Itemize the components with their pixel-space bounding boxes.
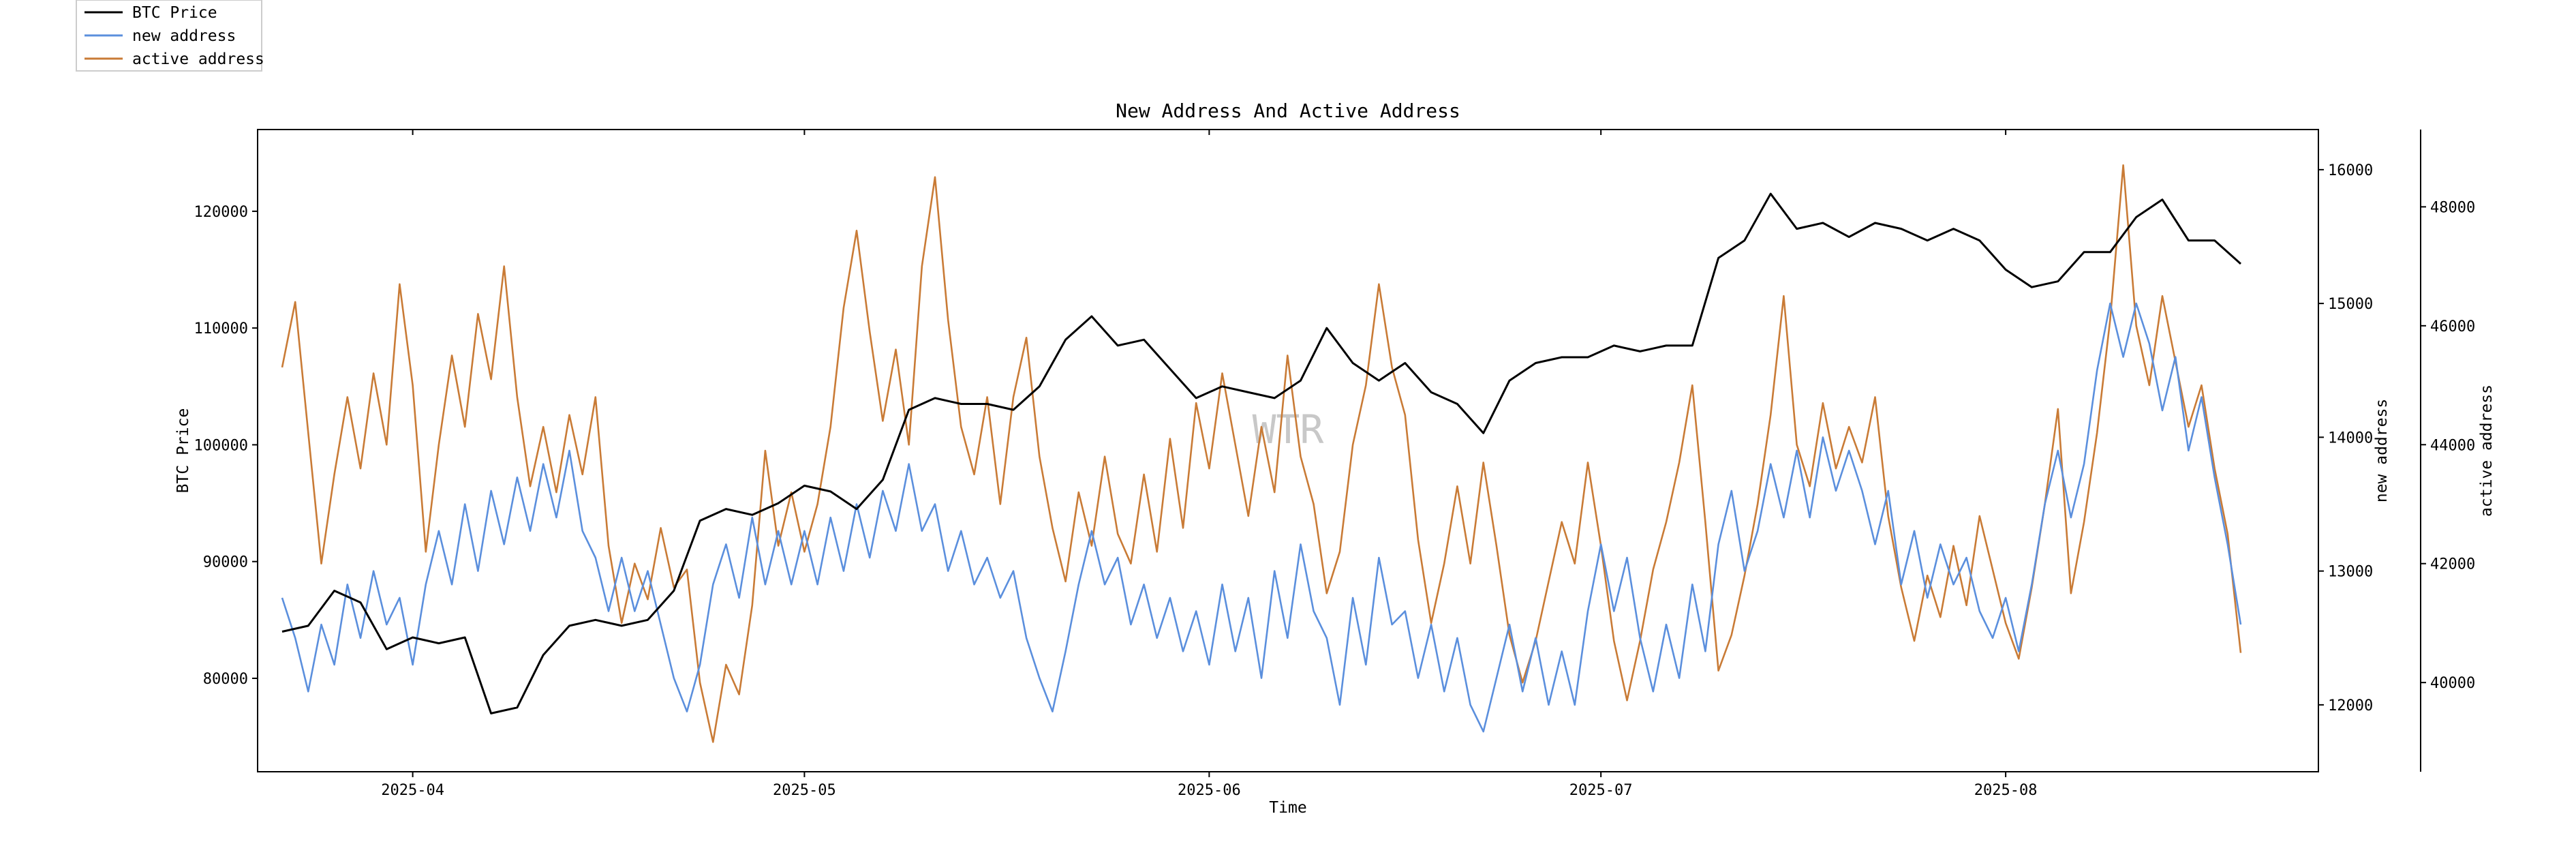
active-address-tick-label: 42000 bbox=[2430, 556, 2475, 573]
btc-tick-label: 90000 bbox=[203, 554, 248, 571]
x-axis-label: Time bbox=[1269, 799, 1306, 817]
active-address-tick-label: 48000 bbox=[2430, 199, 2475, 216]
x-tick-label: 2025-04 bbox=[381, 782, 444, 799]
new-address-tick-label: 15000 bbox=[2328, 296, 2373, 313]
active-address-tick-label: 46000 bbox=[2430, 318, 2475, 335]
active-address-line bbox=[281, 164, 2242, 743]
y-axis-label-new-address: new address bbox=[2373, 399, 2391, 502]
legend-label-new-address: new address bbox=[132, 27, 236, 45]
new-address-tick-label: 12000 bbox=[2328, 697, 2373, 714]
btc-tick-label: 100000 bbox=[194, 437, 248, 454]
legend: BTC Price new address active address bbox=[76, 0, 264, 72]
active-address-ticks: 40000 42000 44000 46000 48000 bbox=[2421, 199, 2475, 692]
x-tick-label: 2025-06 bbox=[1178, 782, 1241, 799]
btc-tick-label: 120000 bbox=[194, 204, 248, 221]
new-address-tick-label: 14000 bbox=[2328, 430, 2373, 447]
btc-price-line bbox=[281, 192, 2242, 714]
new-address-line bbox=[281, 302, 2242, 733]
new-address-tick-label: 13000 bbox=[2328, 564, 2373, 581]
watermark: WTR bbox=[1253, 406, 1324, 453]
plot-area bbox=[257, 129, 2319, 772]
new-address-tick-label: 16000 bbox=[2328, 162, 2373, 179]
y-axis-label-active-address: active address bbox=[2478, 385, 2496, 517]
x-ticks: 2025-04 2025-05 2025-06 2025-07 2025-08 bbox=[381, 130, 2037, 799]
active-address-tick-label: 40000 bbox=[2430, 675, 2475, 692]
active-address-tick-label: 44000 bbox=[2430, 437, 2475, 454]
btc-tick-label: 110000 bbox=[194, 320, 248, 337]
chart-title: New Address And Active Address bbox=[1116, 100, 1460, 122]
legend-label-active-address: active address bbox=[132, 50, 264, 68]
legend-label-btc-price: BTC Price bbox=[132, 4, 217, 22]
y-axis-label-btc: BTC Price bbox=[174, 408, 192, 494]
x-tick-label: 2025-08 bbox=[1974, 782, 2038, 799]
x-tick-label: 2025-05 bbox=[773, 782, 836, 799]
btc-ticks: 80000 90000 100000 110000 120000 bbox=[194, 204, 258, 688]
btc-tick-label: 80000 bbox=[203, 671, 248, 688]
new-address-ticks: 12000 13000 14000 15000 16000 bbox=[2318, 162, 2373, 714]
x-tick-label: 2025-07 bbox=[1569, 782, 1633, 799]
series-layer bbox=[281, 164, 2242, 743]
